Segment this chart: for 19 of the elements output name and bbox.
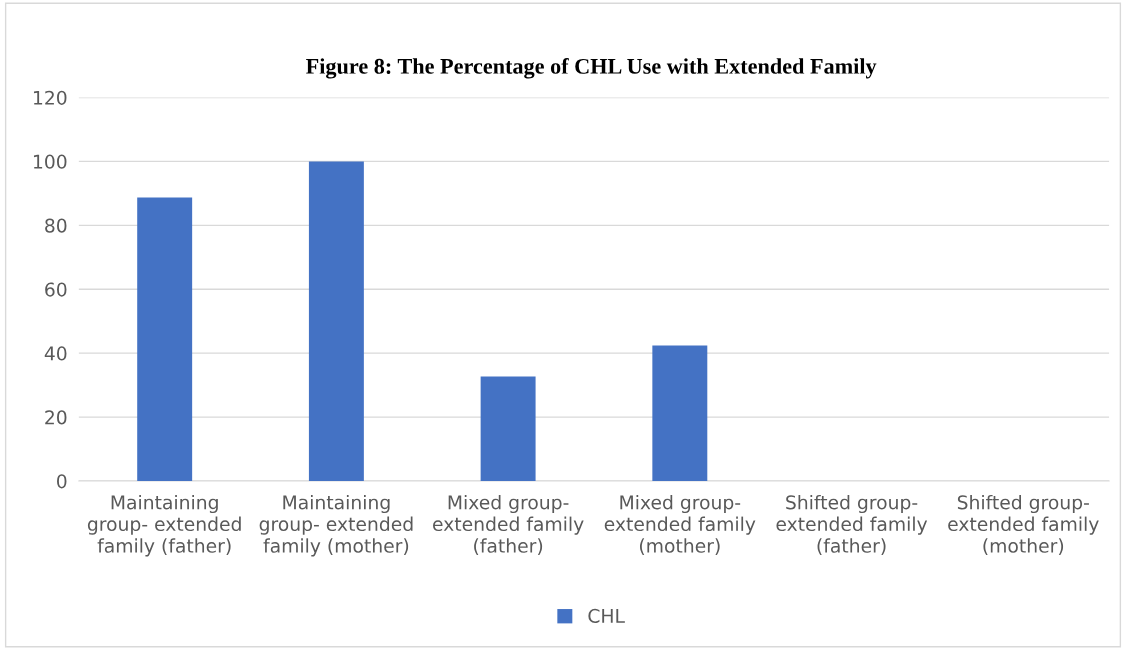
bar	[308, 161, 364, 481]
bar	[137, 197, 193, 481]
chart-title: Figure 8: The Percentage of CHL Use with Extended Family	[306, 57, 877, 79]
y-tick-label: 40	[44, 346, 67, 361]
bar	[652, 345, 708, 481]
y-tick-label: 0	[57, 474, 67, 489]
y-tick-label: 60	[45, 282, 67, 297]
y-tick-label: 100	[33, 154, 67, 169]
x-tick-label: Maintaining group- extended family (father)	[87, 494, 241, 557]
x-tick-label: Mixed group- extended family (father)	[433, 494, 584, 556]
bar	[480, 376, 536, 481]
x-tick-label: Maintaining group- extended family (mother)	[259, 494, 413, 557]
x-tick-label: Shifted group- extended family (father)	[776, 494, 928, 556]
y-tick-label: 80	[45, 218, 67, 233]
y-tick-label: 20	[45, 410, 67, 425]
x-tick-label: Shifted group- extended family (mother)	[948, 494, 1099, 556]
legend-label: CHL	[588, 608, 625, 623]
y-tick-label: 120	[33, 90, 67, 105]
x-tick-label: Mixed group- extended family (mother)	[604, 494, 756, 556]
